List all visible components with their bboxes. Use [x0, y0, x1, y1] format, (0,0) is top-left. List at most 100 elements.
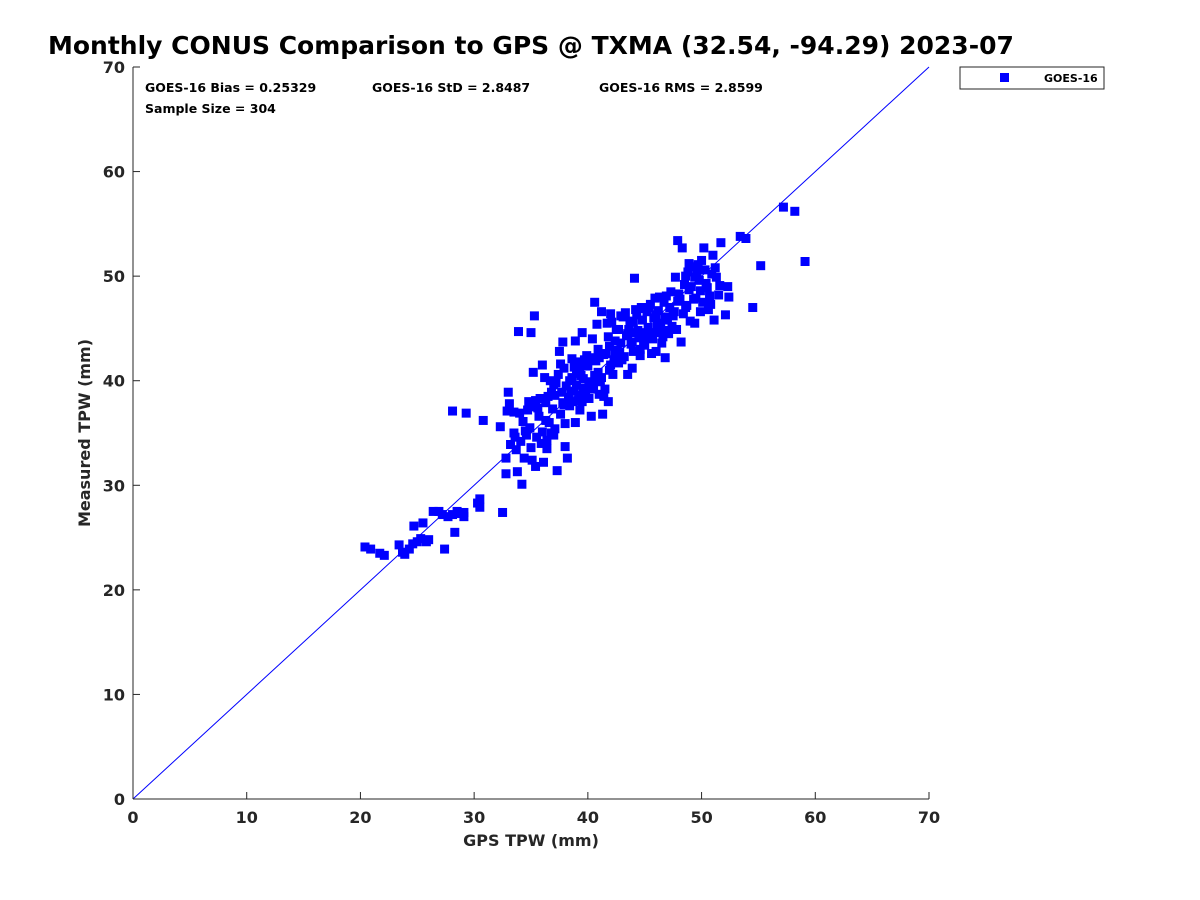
data-point	[564, 395, 574, 405]
data-point	[593, 344, 603, 354]
data-point	[623, 329, 633, 339]
data-points	[360, 202, 810, 560]
y-tick-label: 20	[103, 581, 125, 600]
data-point	[519, 453, 529, 463]
data-point	[575, 405, 585, 415]
data-point	[656, 318, 666, 328]
bias-annotation: GOES-16 Bias = 0.25329	[145, 80, 316, 95]
data-point	[516, 436, 526, 446]
data-point	[540, 373, 550, 383]
data-point	[511, 445, 521, 455]
data-point	[559, 363, 569, 373]
data-point	[687, 262, 697, 272]
x-tick-label: 50	[690, 808, 712, 827]
data-point	[623, 369, 633, 379]
data-point	[669, 307, 679, 317]
plot-area: 0 10 20 30 40 50 60 70 0 10 20 30 40 50 60 70	[103, 58, 940, 827]
data-point	[543, 391, 553, 401]
data-point	[647, 328, 657, 338]
x-tick-label: 60	[804, 808, 826, 827]
data-point	[598, 409, 608, 419]
data-point	[628, 317, 638, 327]
data-point	[502, 406, 512, 416]
data-point	[708, 250, 718, 260]
data-point	[509, 407, 519, 417]
data-point	[700, 265, 710, 275]
data-point	[741, 233, 751, 243]
data-point	[778, 202, 788, 212]
data-point	[437, 510, 447, 520]
data-point	[513, 327, 523, 337]
data-point	[416, 534, 426, 544]
data-point	[653, 328, 663, 338]
data-point	[531, 461, 541, 471]
data-point	[360, 542, 370, 552]
data-point	[518, 416, 528, 426]
data-point	[529, 311, 539, 321]
data-point	[524, 397, 534, 407]
data-point	[604, 365, 614, 375]
data-point	[666, 287, 676, 297]
data-point	[418, 518, 428, 528]
y-tick-label: 0	[114, 790, 125, 809]
data-point	[597, 307, 607, 317]
data-point	[560, 442, 570, 452]
data-point	[515, 408, 525, 418]
data-point	[537, 360, 547, 370]
data-point	[541, 398, 551, 408]
data-point	[557, 387, 567, 397]
data-point	[620, 308, 630, 318]
data-point	[545, 376, 555, 386]
data-point	[715, 281, 725, 291]
data-point	[676, 337, 686, 347]
data-point	[577, 397, 587, 407]
data-point	[641, 328, 651, 338]
data-point	[644, 303, 654, 313]
data-point	[573, 357, 583, 367]
data-point	[567, 354, 577, 364]
data-point	[714, 290, 724, 300]
data-point	[724, 292, 734, 302]
data-point	[561, 381, 571, 391]
data-point	[533, 403, 543, 413]
data-point	[592, 319, 602, 329]
std-annotation: GOES-16 StD = 2.8487	[372, 80, 530, 95]
legend-box	[959, 66, 1105, 90]
data-point	[594, 353, 604, 363]
data-point	[603, 397, 613, 407]
data-point	[627, 363, 637, 373]
data-point	[635, 344, 645, 354]
data-point	[400, 549, 410, 559]
data-point	[548, 404, 558, 414]
data-point	[629, 273, 639, 283]
data-point	[590, 297, 600, 307]
chart-title: Monthly CONUS Comparison to GPS @ TXMA (…	[48, 31, 1014, 60]
data-point	[680, 280, 690, 290]
data-point	[695, 286, 705, 296]
x-tick-label: 0	[127, 808, 138, 827]
data-point	[699, 243, 709, 253]
data-point	[440, 544, 450, 554]
data-point	[660, 312, 670, 322]
data-point	[379, 550, 389, 560]
data-point	[673, 296, 683, 306]
data-point	[609, 355, 619, 365]
data-point	[552, 466, 562, 476]
data-point	[551, 378, 561, 388]
data-point	[424, 535, 434, 545]
legend-label: GOES-16	[1044, 72, 1098, 85]
data-point	[528, 367, 538, 377]
data-point	[658, 332, 668, 342]
data-point	[599, 391, 609, 401]
data-point	[631, 328, 641, 338]
data-point	[690, 318, 700, 328]
data-point	[556, 409, 566, 419]
data-point	[748, 303, 758, 313]
data-point	[651, 310, 661, 320]
data-point	[560, 419, 570, 429]
data-point	[711, 272, 721, 282]
data-point	[541, 415, 551, 425]
data-point	[503, 387, 513, 397]
data-point	[459, 512, 469, 522]
data-point	[501, 469, 511, 479]
